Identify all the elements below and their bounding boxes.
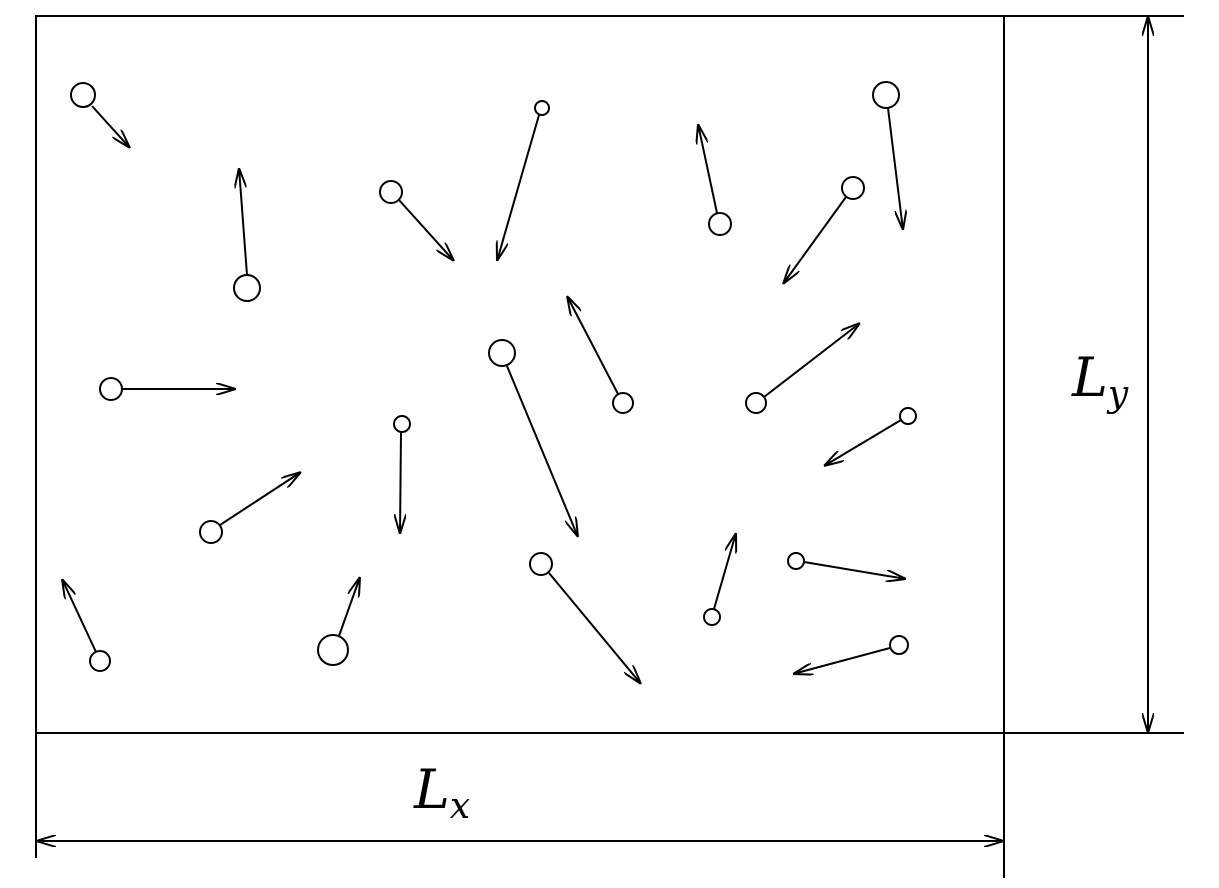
- width-label: Lx: [413, 758, 470, 827]
- particle-circle: [899, 407, 917, 425]
- particle-circle: [488, 339, 516, 367]
- particle-circle: [379, 180, 403, 204]
- particle: [529, 552, 641, 684]
- particle: [783, 176, 865, 284]
- height-label-subscript: y: [1106, 374, 1129, 415]
- velocity-arrow: [239, 168, 248, 276]
- velocity-arrow: [91, 105, 130, 148]
- particle: [317, 577, 360, 666]
- particles: [62, 81, 917, 684]
- width-label-main: L: [413, 758, 450, 821]
- velocity-arrow: [887, 107, 903, 230]
- velocity-arrow: [803, 561, 906, 579]
- velocity-arrow: [506, 365, 578, 537]
- particle: [698, 124, 732, 236]
- velocity-arrow: [783, 196, 847, 284]
- particle: [379, 180, 454, 261]
- particle: [199, 472, 301, 544]
- particle-circle: [89, 650, 111, 672]
- particle: [233, 168, 261, 302]
- box-outline: [35, 15, 1005, 734]
- velocity-arrow: [567, 296, 619, 395]
- particle: [567, 296, 634, 414]
- velocity-arrow: [219, 472, 301, 526]
- velocity-arrow: [698, 124, 718, 214]
- velocity-arrow: [497, 114, 540, 261]
- velocity-arrow: [338, 577, 360, 637]
- particle: [703, 533, 736, 626]
- particle: [393, 415, 411, 534]
- particle-circle: [70, 82, 96, 108]
- particle: [70, 82, 130, 148]
- height-label-main: L: [1071, 346, 1108, 409]
- velocity-arrow: [713, 533, 736, 610]
- width-label-subscript: x: [450, 786, 470, 827]
- particle: [872, 81, 903, 230]
- particle: [497, 100, 550, 261]
- particle-circle: [612, 392, 634, 414]
- particle: [824, 407, 917, 466]
- particle-circle: [534, 100, 550, 116]
- particle-circle: [529, 552, 553, 576]
- particle-circle: [317, 634, 349, 666]
- velocity-arrow: [763, 323, 860, 398]
- particle: [99, 377, 236, 401]
- particle: [62, 579, 111, 672]
- particle-circle: [889, 635, 909, 655]
- velocity-arrow: [548, 572, 641, 684]
- particle: [793, 635, 909, 674]
- particle: [787, 552, 906, 579]
- velocity-arrow: [824, 419, 902, 466]
- particle-circle: [99, 377, 123, 401]
- height-label: Ly: [1071, 346, 1129, 415]
- particle-circle: [199, 520, 223, 544]
- particle-circle: [745, 392, 767, 414]
- particle-circle: [393, 415, 411, 433]
- particle-circle: [703, 608, 721, 626]
- particle-circle: [872, 81, 900, 109]
- velocity-arrow: [62, 579, 97, 653]
- particle-circle: [708, 212, 732, 236]
- particle: [745, 323, 860, 414]
- particle-circle: [841, 176, 865, 200]
- velocity-arrow: [400, 431, 401, 534]
- particle-circle: [233, 274, 261, 302]
- particle: [488, 339, 578, 537]
- particle-circle: [787, 552, 805, 570]
- velocity-arrow: [793, 647, 891, 674]
- velocity-arrow: [398, 199, 454, 261]
